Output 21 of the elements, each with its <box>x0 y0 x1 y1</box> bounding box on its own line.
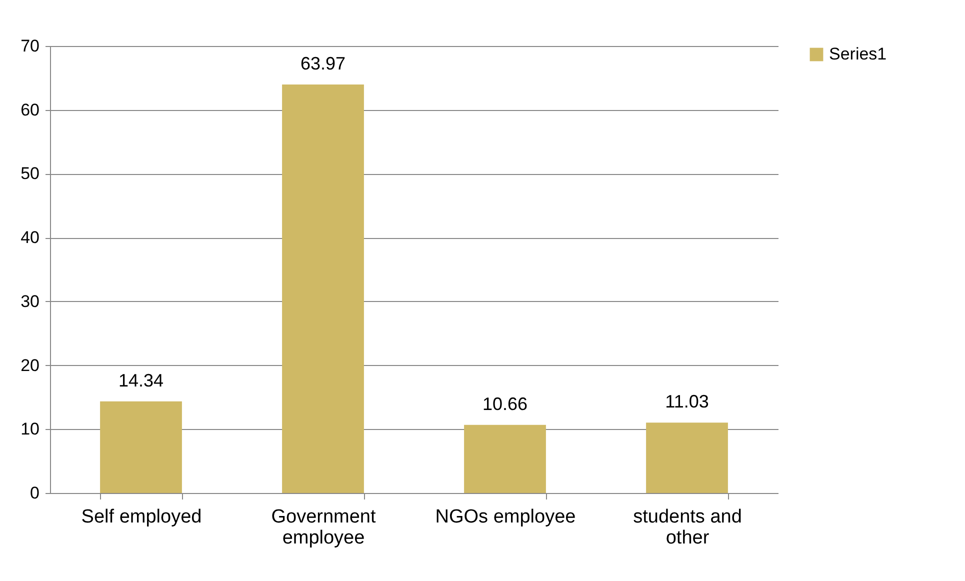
x-tick-label: Self employed <box>81 506 202 528</box>
x-tick-label: Government employee <box>271 506 376 548</box>
y-tick-label: 20 <box>20 356 40 375</box>
data-label: 10.66 <box>482 394 528 414</box>
y-tick-label: 40 <box>20 228 40 248</box>
bar <box>464 424 546 493</box>
data-label: 14.34 <box>118 370 164 390</box>
y-tick-label: 70 <box>20 36 40 56</box>
bar <box>646 422 728 493</box>
y-tick-label: 10 <box>20 420 40 439</box>
y-tick-label: 30 <box>20 292 40 311</box>
bar <box>100 401 182 493</box>
y-tick-label: 0 <box>30 484 40 502</box>
legend-label: Series1 <box>829 44 887 64</box>
x-tick-label: students and other <box>633 506 742 548</box>
data-label: 63.97 <box>300 54 346 74</box>
y-tick-label: 60 <box>20 100 40 120</box>
x-tick-label: NGOs employee <box>435 506 576 528</box>
y-tick-label: 50 <box>20 164 40 184</box>
bar <box>282 84 364 493</box>
data-label: 11.03 <box>665 392 709 412</box>
